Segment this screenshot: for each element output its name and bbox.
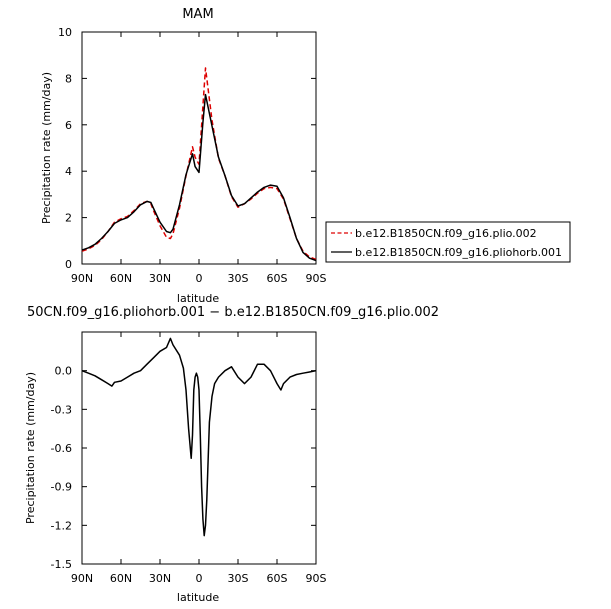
y-tick-label: 0.0 (55, 365, 73, 378)
x-tick-label: 30S (228, 572, 249, 585)
y-tick-label: 6 (65, 119, 72, 132)
x-tick-label: 0 (196, 572, 203, 585)
series-line-difference (81, 337, 317, 537)
x-axis-label: latitude (177, 292, 219, 305)
x-tick-label: 90S (306, 572, 327, 585)
series-lines (81, 67, 317, 262)
y-axis-label: Precipitation rate (mm/day) (40, 72, 53, 224)
y-tick-label: 4 (65, 165, 72, 178)
y-tick-label: -0.3 (51, 403, 72, 416)
x-tick-label: 90N (71, 572, 93, 585)
y-tick-label: -0.6 (51, 442, 72, 455)
y-axis: 0.0 -0.3 -0.6 -0.9 -1.2 -1.5 (51, 365, 316, 571)
x-tick-label: 60N (110, 272, 132, 285)
legend: b.e12.B1850CN.f09_g16.plio.002 b.e12.B18… (325, 221, 571, 263)
x-tick-label: 30N (149, 572, 171, 585)
x-tick-label: 0 (196, 272, 203, 285)
y-axis: 0 2 4 6 8 10 (58, 26, 316, 271)
series-line-001 (81, 93, 317, 262)
legend-box (325, 221, 571, 263)
x-axis-label: latitude (177, 591, 219, 604)
x-tick-label: 30N (149, 272, 171, 285)
x-tick-label: 60S (267, 272, 288, 285)
series-lines (81, 337, 317, 537)
chart-title: 50CN.f09_g16.pliohorb.001 − b.e12.B1850C… (27, 305, 439, 320)
plot-frame (81, 31, 317, 265)
y-tick-label: 10 (58, 26, 72, 39)
y-tick-label: -1.5 (51, 558, 72, 571)
x-tick-label: 30S (228, 272, 249, 285)
x-axis: 90N 60N 30N 0 30S 60S 90S (71, 32, 327, 285)
series-line-002 (81, 67, 317, 261)
legend-label-plio: b.e12.B1850CN.f09_g16.plio.002 (355, 227, 537, 240)
panel-mean-precipitation: MAM 0 2 4 6 8 10 90N 60N 30N 0 30S 60S 90S latitude… (40, 7, 327, 305)
panel-difference: 50CN.f09_g16.pliohorb.001 − b.e12.B1850C… (24, 305, 439, 604)
y-tick-label: 8 (65, 72, 72, 85)
x-tick-label: 90S (306, 272, 327, 285)
y-tick-label: 2 (65, 212, 72, 225)
x-tick-label: 90N (71, 272, 93, 285)
legend-label-pliohorb: b.e12.B1850CN.f09_g16.pliohorb.001 (355, 246, 562, 259)
x-axis: 90N 60N 30N 0 30S 60S 90S (71, 332, 327, 585)
plot-frame (81, 331, 317, 565)
y-tick-label: -1.2 (51, 519, 72, 532)
y-axis-label: Precipitation rate (mm/day) (24, 372, 37, 524)
y-tick-label: 0 (65, 258, 72, 271)
chart-title: MAM (182, 7, 213, 22)
x-tick-label: 60N (110, 572, 132, 585)
y-tick-label: -0.9 (51, 481, 72, 494)
x-tick-label: 60S (267, 572, 288, 585)
